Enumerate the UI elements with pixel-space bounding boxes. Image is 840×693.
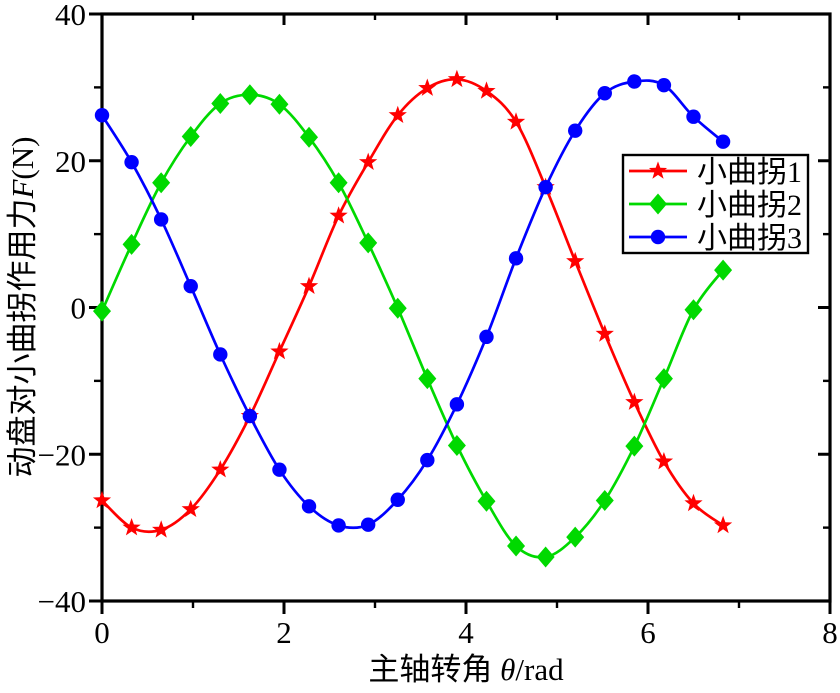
data-point-marker-star xyxy=(299,276,319,294)
data-point-marker-star xyxy=(566,251,585,269)
data-point-marker-circle xyxy=(627,74,642,89)
data-point-marker-diamond xyxy=(507,535,526,557)
data-point-marker-star xyxy=(359,152,378,170)
data-point-marker-diamond xyxy=(240,84,259,106)
data-point-marker-circle xyxy=(153,212,169,227)
data-point-marker-diamond xyxy=(714,259,733,281)
data-point-marker-diamond xyxy=(566,526,585,548)
data-point-marker-star xyxy=(329,206,348,224)
data-point-marker-star xyxy=(654,452,674,470)
data-point-marker-diamond xyxy=(477,490,496,512)
x-tick-label: 8 xyxy=(822,615,838,650)
data-point-marker-star xyxy=(388,105,407,123)
data-point-marker-circle xyxy=(213,347,228,362)
legend-label: 小曲拐3 xyxy=(697,222,802,255)
data-point-marker-diamond xyxy=(211,93,230,115)
data-point-marker-circle xyxy=(715,134,731,149)
data-point-marker-circle xyxy=(597,86,612,101)
data-point-marker-star xyxy=(181,499,200,517)
data-point-marker-circle xyxy=(242,408,258,424)
data-point-marker-star xyxy=(92,490,112,509)
y-tick-label: 20 xyxy=(55,144,86,179)
data-point-marker-circle xyxy=(686,109,701,124)
data-point-marker-diamond xyxy=(152,172,171,194)
data-point-marker-diamond xyxy=(122,233,141,255)
data-point-marker-circle xyxy=(272,462,287,477)
legend-item: 小曲拐3 xyxy=(629,222,802,255)
data-point-marker-circle xyxy=(656,77,672,93)
data-point-marker-circle xyxy=(360,517,376,532)
data-point-marker-circle xyxy=(650,229,666,245)
data-point-marker-diamond xyxy=(447,434,466,456)
y-tick-labels: 40 20 0 −20 −40 xyxy=(38,0,86,619)
x-tick-label: 0 xyxy=(94,615,110,650)
data-point-marker-circle xyxy=(449,397,465,412)
data-point-marker-circle xyxy=(390,492,405,507)
data-point-marker-diamond xyxy=(649,193,667,215)
x-tick-label: 2 xyxy=(276,615,292,650)
series-curves xyxy=(92,69,733,568)
data-point-marker-circle xyxy=(508,251,524,266)
data-point-marker-diamond xyxy=(270,93,289,115)
legend-label: 小曲拐1 xyxy=(697,156,802,189)
data-point-marker-star xyxy=(418,78,437,96)
data-point-marker-diamond xyxy=(625,435,644,457)
data-point-marker-diamond xyxy=(536,546,555,568)
data-point-marker-circle xyxy=(124,155,139,170)
data-point-marker-star xyxy=(648,161,668,179)
plot-frame xyxy=(100,12,832,603)
data-point-marker-star xyxy=(625,392,644,410)
data-point-marker-diamond xyxy=(595,489,614,511)
data-point-marker-star xyxy=(506,112,526,130)
data-point-marker-circle xyxy=(94,108,110,123)
legend-item: 小曲拐2 xyxy=(629,189,802,222)
data-point-marker-star xyxy=(447,69,466,88)
series-line xyxy=(100,93,725,559)
legend-item: 小曲拐1 xyxy=(629,156,802,189)
data-point-marker-circle xyxy=(301,499,317,514)
data-point-marker-star xyxy=(684,493,703,512)
y-axis-title: 动盘对小曲拐作用力F(N) xyxy=(5,137,40,478)
data-point-marker-star xyxy=(595,324,614,342)
data-point-marker-star xyxy=(270,341,289,360)
data-point-marker-diamond xyxy=(93,300,111,322)
x-tick-label: 6 xyxy=(640,615,656,650)
data-point-marker-star xyxy=(713,515,733,534)
plot-border xyxy=(100,12,832,603)
data-point-marker-diamond xyxy=(388,297,407,319)
data-point-marker-circle xyxy=(568,123,583,138)
data-point-marker-diamond xyxy=(359,232,378,254)
series-line xyxy=(100,77,725,534)
data-point-marker-diamond xyxy=(654,368,673,390)
y-tick-label: −40 xyxy=(38,584,86,619)
data-point-marker-diamond xyxy=(418,368,437,390)
data-point-marker-star xyxy=(152,520,171,538)
data-point-marker-diamond xyxy=(181,126,200,148)
x-tick-label: 4 xyxy=(458,615,474,650)
y-tick-label: 0 xyxy=(71,291,87,326)
series-line xyxy=(100,79,725,530)
data-point-marker-star xyxy=(122,518,141,536)
data-point-marker-circle xyxy=(420,452,435,468)
x-tick-labels: 0 2 4 6 8 xyxy=(94,615,838,650)
data-point-marker-star xyxy=(211,460,230,478)
data-point-marker-circle xyxy=(331,518,346,533)
data-point-marker-circle xyxy=(183,279,198,294)
data-point-marker-diamond xyxy=(329,172,348,194)
x-axis-title: 主轴转角 θ/rad xyxy=(368,652,564,687)
data-point-marker-diamond xyxy=(684,299,703,321)
y-tick-label: −20 xyxy=(38,437,86,472)
data-point-marker-circle xyxy=(479,329,494,345)
series-3 xyxy=(94,74,731,533)
series-2 xyxy=(93,84,733,568)
y-tick-label: 40 xyxy=(55,0,86,32)
data-point-marker-diamond xyxy=(300,126,319,148)
legend-label: 小曲拐2 xyxy=(697,189,802,222)
data-point-marker-star xyxy=(477,81,496,99)
data-point-marker-circle xyxy=(538,179,553,195)
